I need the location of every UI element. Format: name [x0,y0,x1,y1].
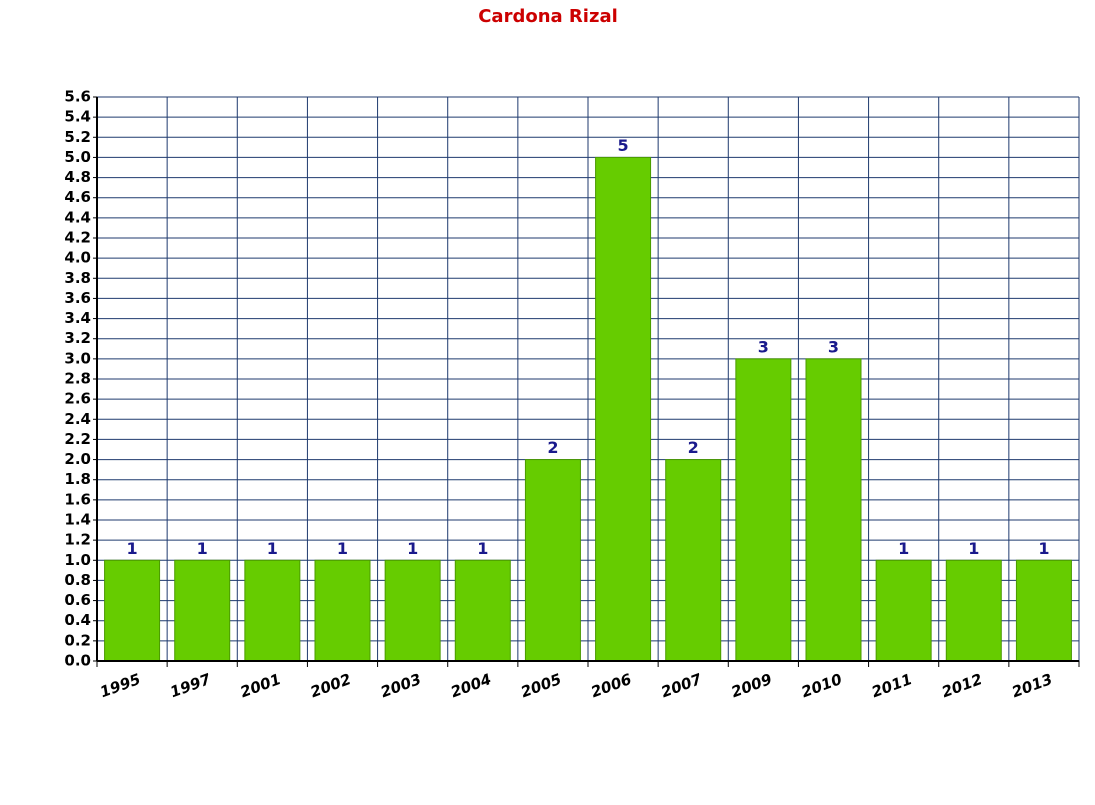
y-tick-label: 1.0 [64,551,91,569]
x-tick-label: 2009 [729,670,774,701]
x-tick-label: 2001 [238,670,283,701]
y-tick-label: 2.0 [64,450,91,468]
value-label: 1 [197,539,208,558]
x-tick-label: 2006 [589,670,634,701]
x-tick-label: 2013 [1009,670,1054,701]
value-label: 3 [758,337,769,356]
y-tick-label: 3.6 [64,289,91,307]
bar [314,559,371,662]
x-tick-label: 2011 [869,670,914,701]
bar [735,358,792,662]
y-tick-label: 1.2 [64,531,91,549]
x-tick-label: 2012 [939,670,984,701]
y-tick-label: 0.8 [64,571,91,589]
y-tick-label: 1.6 [64,490,91,508]
value-label: 2 [688,438,699,457]
y-tick-label: 4.2 [64,229,91,247]
x-tick-label: 2005 [518,670,563,701]
x-tick-label: 2004 [448,670,493,701]
bar [454,559,511,662]
y-tick-label: 3.4 [64,309,91,327]
value-label: 1 [968,539,979,558]
value-label: 1 [337,539,348,558]
y-tick-label: 1.4 [64,511,91,529]
bar [1015,559,1072,662]
value-label: 1 [1038,539,1049,558]
value-label: 1 [267,539,278,558]
bar [875,559,932,662]
value-label: 1 [898,539,909,558]
bar [384,559,441,662]
value-label: 2 [547,438,558,457]
y-tick-label: 0.6 [64,591,91,609]
value-label: 1 [477,539,488,558]
bar [104,559,161,662]
y-tick-label: 0.4 [64,611,91,629]
bar [665,459,722,662]
x-tick-label: 2003 [378,670,423,701]
y-tick-label: 3.2 [64,329,91,347]
chart-title: Cardona Rizal [478,6,618,27]
x-tick-label: 2002 [308,670,353,701]
y-tick-label: 4.6 [64,188,91,206]
x-tick-label: 1997 [168,670,214,701]
value-label: 1 [407,539,418,558]
value-label: 1 [127,539,138,558]
y-tick-label: 5.2 [64,128,91,146]
bar [244,559,301,662]
y-tick-label: 4.8 [64,168,91,186]
value-label: 5 [618,136,629,155]
bar [174,559,231,662]
y-tick-label: 3.0 [64,349,91,367]
bar [524,459,581,662]
y-tick-label: 5.6 [64,88,91,106]
x-tick-label: 1995 [98,670,143,701]
y-tick-label: 2.6 [64,390,91,408]
y-tick-label: 2.4 [64,410,91,428]
bar [595,156,652,662]
y-tick-label: 5.0 [64,148,91,166]
y-tick-label: 3.8 [64,269,91,287]
y-tick-label: 5.4 [64,108,91,126]
y-tick-label: 2.8 [64,370,91,388]
y-tick-label: 4.4 [64,208,91,226]
bar [805,358,862,662]
x-tick-label: 2007 [659,670,705,701]
x-tick-label: 2010 [799,670,844,701]
bar [945,559,1002,662]
y-tick-label: 2.2 [64,430,91,448]
value-label: 3 [828,337,839,356]
y-tick-label: 0.2 [64,631,91,649]
y-tick-label: 1.8 [64,470,91,488]
y-tick-label: 4.0 [64,249,91,267]
y-tick-label: 0.0 [64,652,91,670]
